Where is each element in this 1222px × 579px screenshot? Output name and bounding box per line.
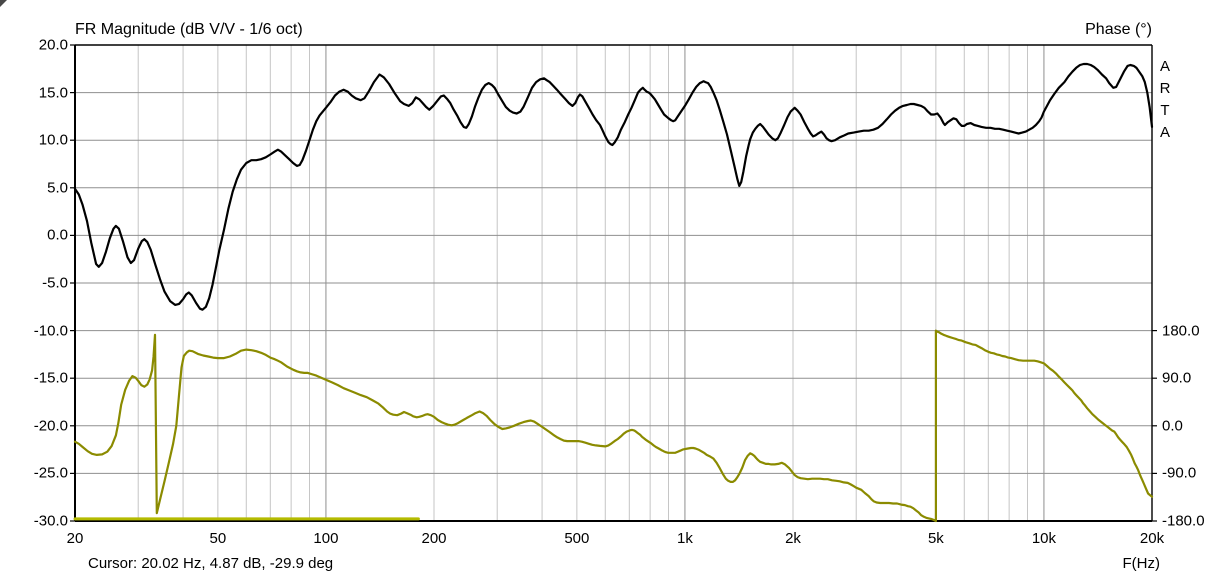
magnitude-tick-label: 15.0 [38, 84, 68, 102]
magnitude-tick-label: 20.0 [38, 36, 68, 54]
magnitude-tick-label: 0.0 [47, 226, 68, 244]
frequency-tick-label: 50 [209, 530, 227, 547]
phase-tick-label: -180.0 [1162, 512, 1205, 530]
magnitude-tick-label: -20.0 [33, 417, 68, 435]
phase-axis-title: Phase (°) [1085, 21, 1152, 38]
chart-title: FR Magnitude (dB V/V - 1/6 oct) [75, 21, 303, 38]
watermark-letter: T [1160, 102, 1170, 119]
magnitude-tick-label: -5.0 [42, 274, 68, 292]
frequency-tick-label: 20 [66, 530, 84, 547]
frequency-tick-label: 5k [927, 530, 944, 547]
magnitude-tick-label: -30.0 [33, 512, 68, 530]
frequency-tick-label: 20k [1139, 530, 1165, 547]
frequency-tick-label: 2k [785, 530, 801, 547]
watermark-letter: A [1159, 58, 1170, 75]
magnitude-tick-label: -15.0 [33, 369, 68, 387]
cursor-readout: Cursor: 20.02 Hz, 4.87 dB, -29.9 deg [88, 555, 334, 572]
phase-tick-label: -90.0 [1162, 464, 1197, 482]
frequency-tick-label: 1k [677, 530, 693, 547]
watermark-letter: A [1159, 124, 1170, 141]
watermark-letter: R [1159, 80, 1171, 97]
frequency-tick-label: 100 [313, 530, 339, 547]
curve-fr-magnitude-db [73, 62, 1154, 311]
phase-tick-label: 90.0 [1162, 369, 1192, 387]
frequency-tick-label: 10k [1031, 530, 1057, 547]
magnitude-tick-label: -25.0 [33, 464, 68, 482]
curve-phase-deg [73, 329, 1154, 523]
phase-tick-label: 180.0 [1162, 322, 1200, 340]
phase-tick-label: 0.0 [1162, 417, 1183, 435]
magnitude-tick-label: -10.0 [33, 322, 68, 340]
magnitude-tick-label: 10.0 [38, 131, 68, 149]
frequency-tick-label: 500 [564, 530, 590, 547]
x-axis-unit-label: F(Hz) [1122, 555, 1161, 572]
window-corner-artifact [0, 0, 7, 7]
magnitude-tick-label: 5.0 [47, 179, 68, 197]
frequency-tick-label: 200 [421, 530, 447, 547]
